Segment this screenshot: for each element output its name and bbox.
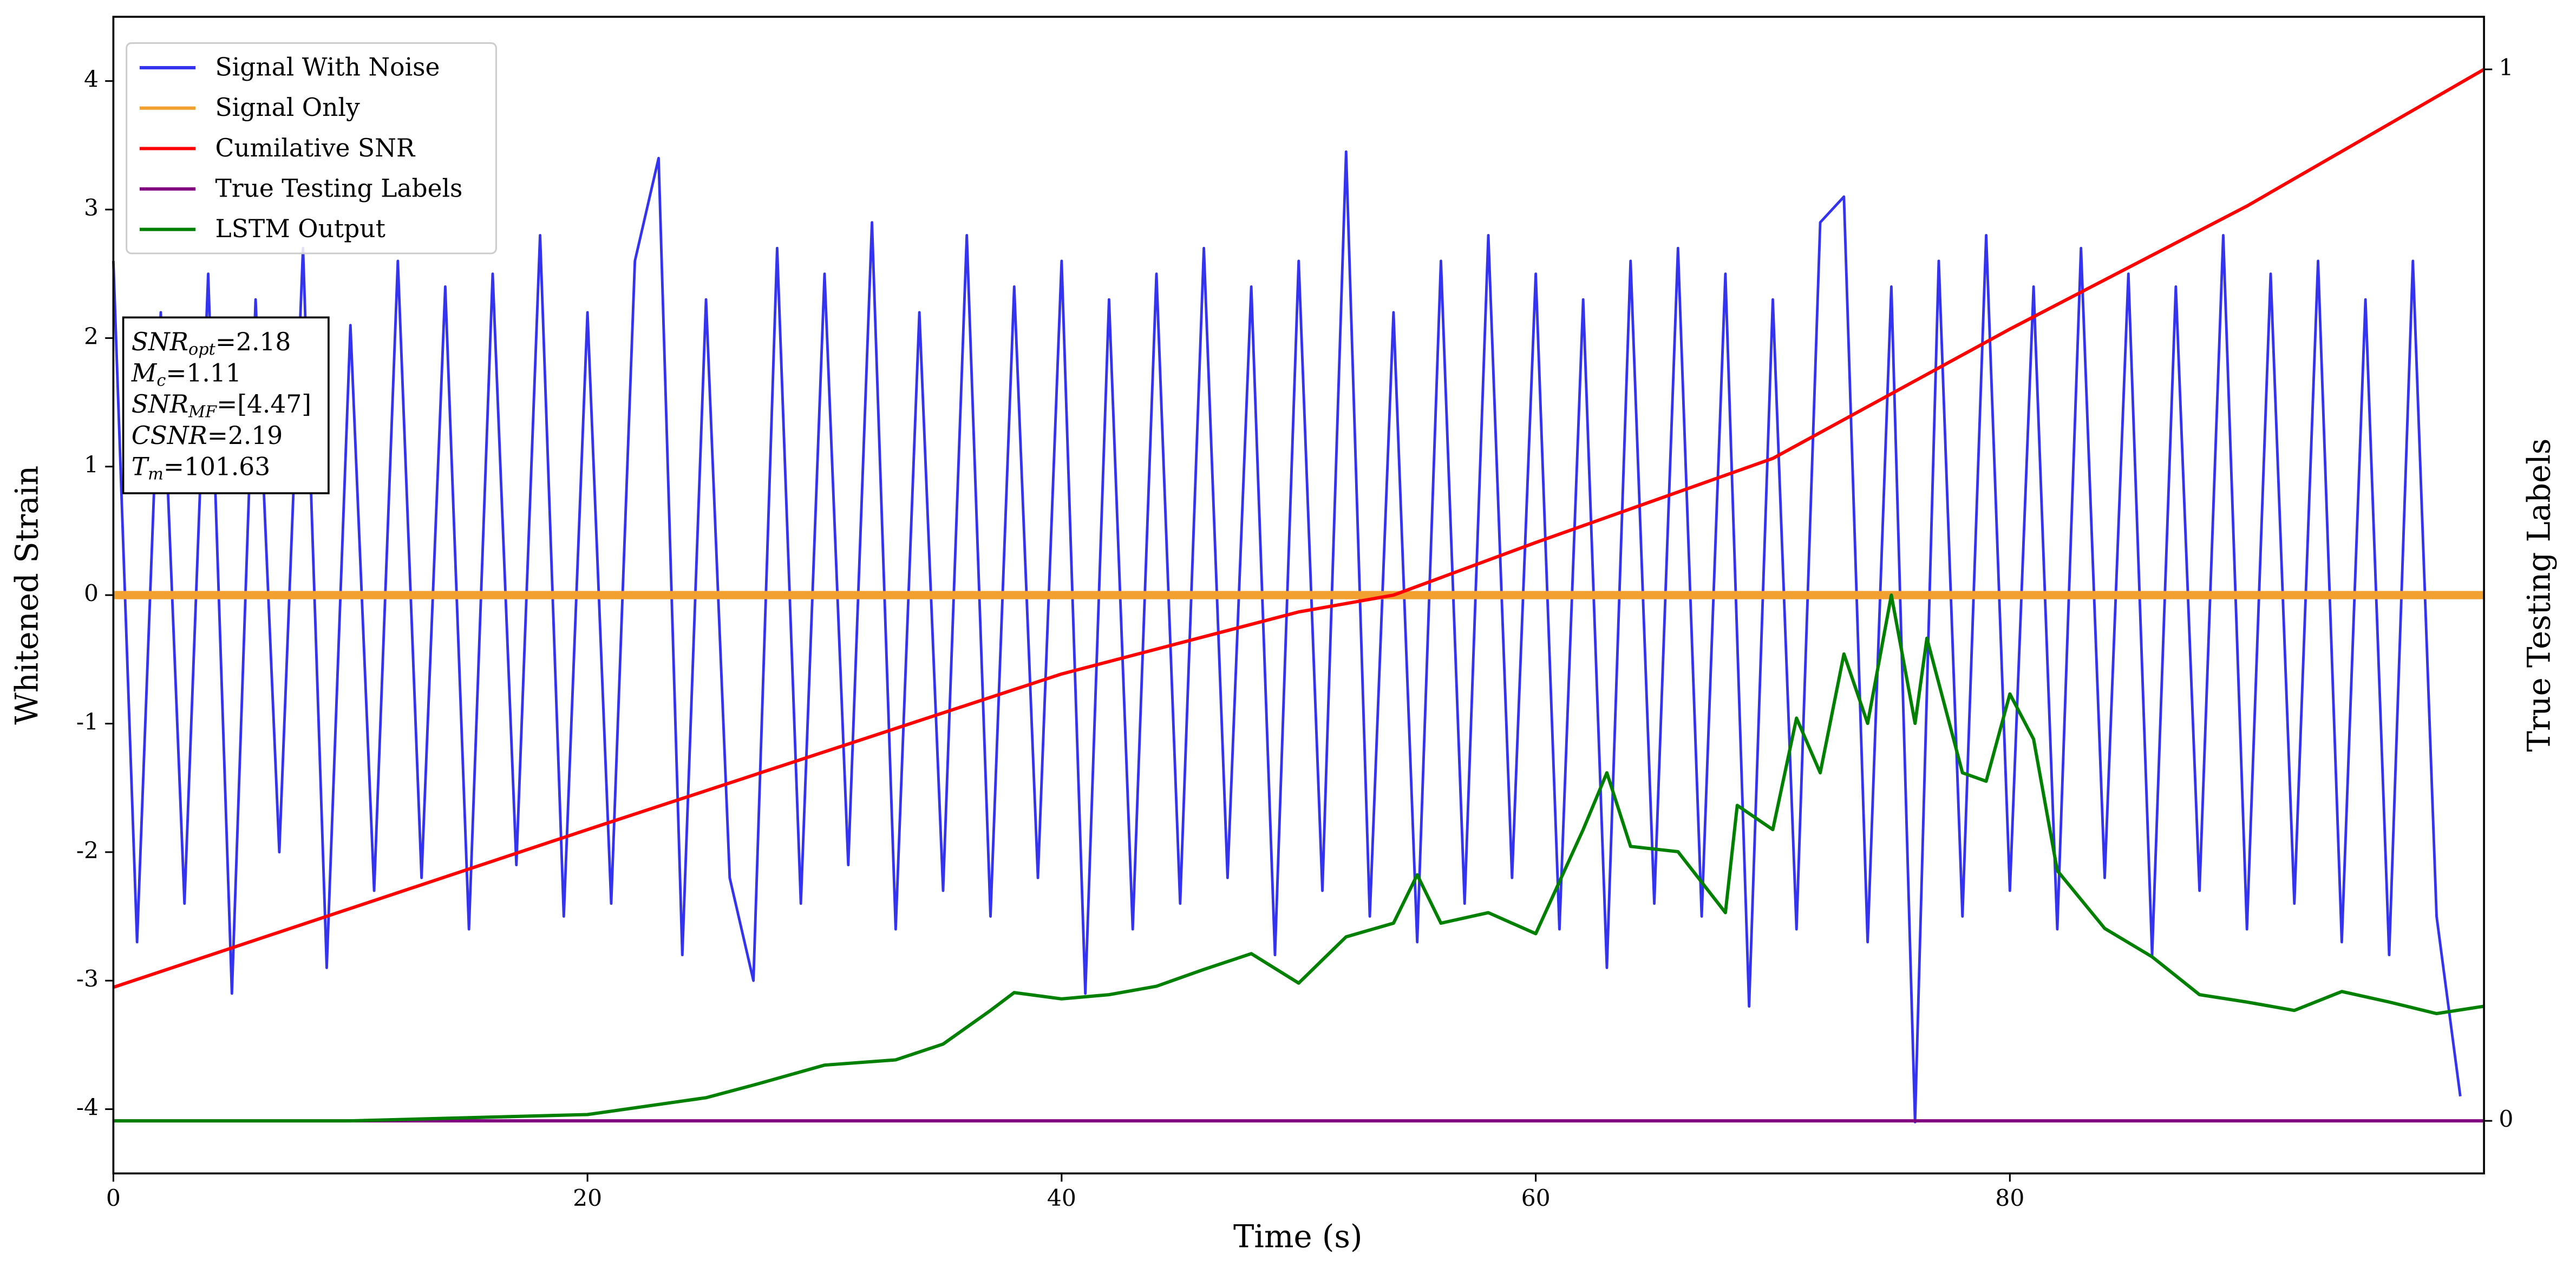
legend-label: Cumilative SNR bbox=[215, 134, 416, 162]
y-tick-label: 0 bbox=[84, 580, 99, 607]
y-axis-label: Whitened Strain bbox=[9, 466, 45, 725]
annotation: SNRopt=2.18 bbox=[132, 327, 291, 359]
annotation-sub: m bbox=[148, 465, 164, 484]
annotation: SNRMF=[4.47] bbox=[132, 390, 311, 422]
annotation-name: T bbox=[132, 452, 150, 481]
y-tick-label: 1 bbox=[84, 452, 99, 479]
annotation: CSNR=2.19 bbox=[132, 421, 283, 449]
y-tick-label: -4 bbox=[76, 1095, 99, 1121]
annotation: Mc=1.11 bbox=[131, 358, 241, 390]
y-tick-label: 4 bbox=[84, 67, 99, 93]
annotation-text: =101.63 bbox=[164, 452, 270, 481]
y2-axis-label: True Testing Labels bbox=[2520, 439, 2557, 752]
series-line bbox=[113, 68, 2485, 989]
annotation-sub: MF bbox=[188, 402, 217, 421]
series-line bbox=[112, 150, 2462, 1123]
legend-box bbox=[126, 42, 497, 254]
y-tick-label: -3 bbox=[76, 966, 99, 992]
x-tick-label: 60 bbox=[1521, 1185, 1551, 1212]
annotation-name: M bbox=[131, 358, 158, 387]
x-tick-label: 20 bbox=[573, 1185, 602, 1212]
annotation-text: =2.19 bbox=[207, 421, 283, 449]
annotation-text: =2.18 bbox=[215, 327, 291, 356]
annotation-box: SNRopt=2.18Mc=1.11SNRMF=[4.47]CSNR=2.19T… bbox=[122, 316, 330, 494]
annotation-text: =1.11 bbox=[166, 358, 241, 387]
annotation-sub: opt bbox=[188, 340, 216, 359]
plot-frame bbox=[112, 16, 2485, 1175]
x-axis-label: Time (s) bbox=[1233, 1218, 1363, 1255]
annotation-sub: c bbox=[156, 371, 166, 390]
x-tick-label: 0 bbox=[106, 1185, 121, 1212]
annotation-frame bbox=[122, 316, 330, 494]
legend: Signal With Noise Signal Only Cumilative S… bbox=[126, 42, 497, 254]
legend-label: True Testing Labels bbox=[215, 174, 463, 203]
x-tick-label: 40 bbox=[1047, 1185, 1076, 1212]
annotation: Tm=101.63 bbox=[132, 452, 270, 484]
y-tick-label: -2 bbox=[76, 838, 99, 864]
y2-tick-label: 0 bbox=[2499, 1106, 2513, 1133]
series-line bbox=[113, 593, 2485, 1123]
legend-label: LSTM Output bbox=[215, 214, 385, 243]
y-tick-label: 2 bbox=[84, 323, 99, 350]
y-tick-label: -1 bbox=[76, 709, 99, 735]
annotation-name: SNR bbox=[132, 327, 188, 356]
y-tick-label: 3 bbox=[84, 195, 99, 221]
annotation-name: SNR bbox=[132, 390, 188, 419]
legend-label: Signal With Noise bbox=[215, 53, 440, 82]
x-tick-label: 80 bbox=[1995, 1185, 2024, 1212]
annotation-name: CSNR bbox=[132, 421, 207, 449]
y2-tick-label: 1 bbox=[2499, 55, 2513, 81]
annotation-text: =[4.47] bbox=[217, 390, 311, 419]
legend-label: Signal Only bbox=[215, 93, 360, 122]
